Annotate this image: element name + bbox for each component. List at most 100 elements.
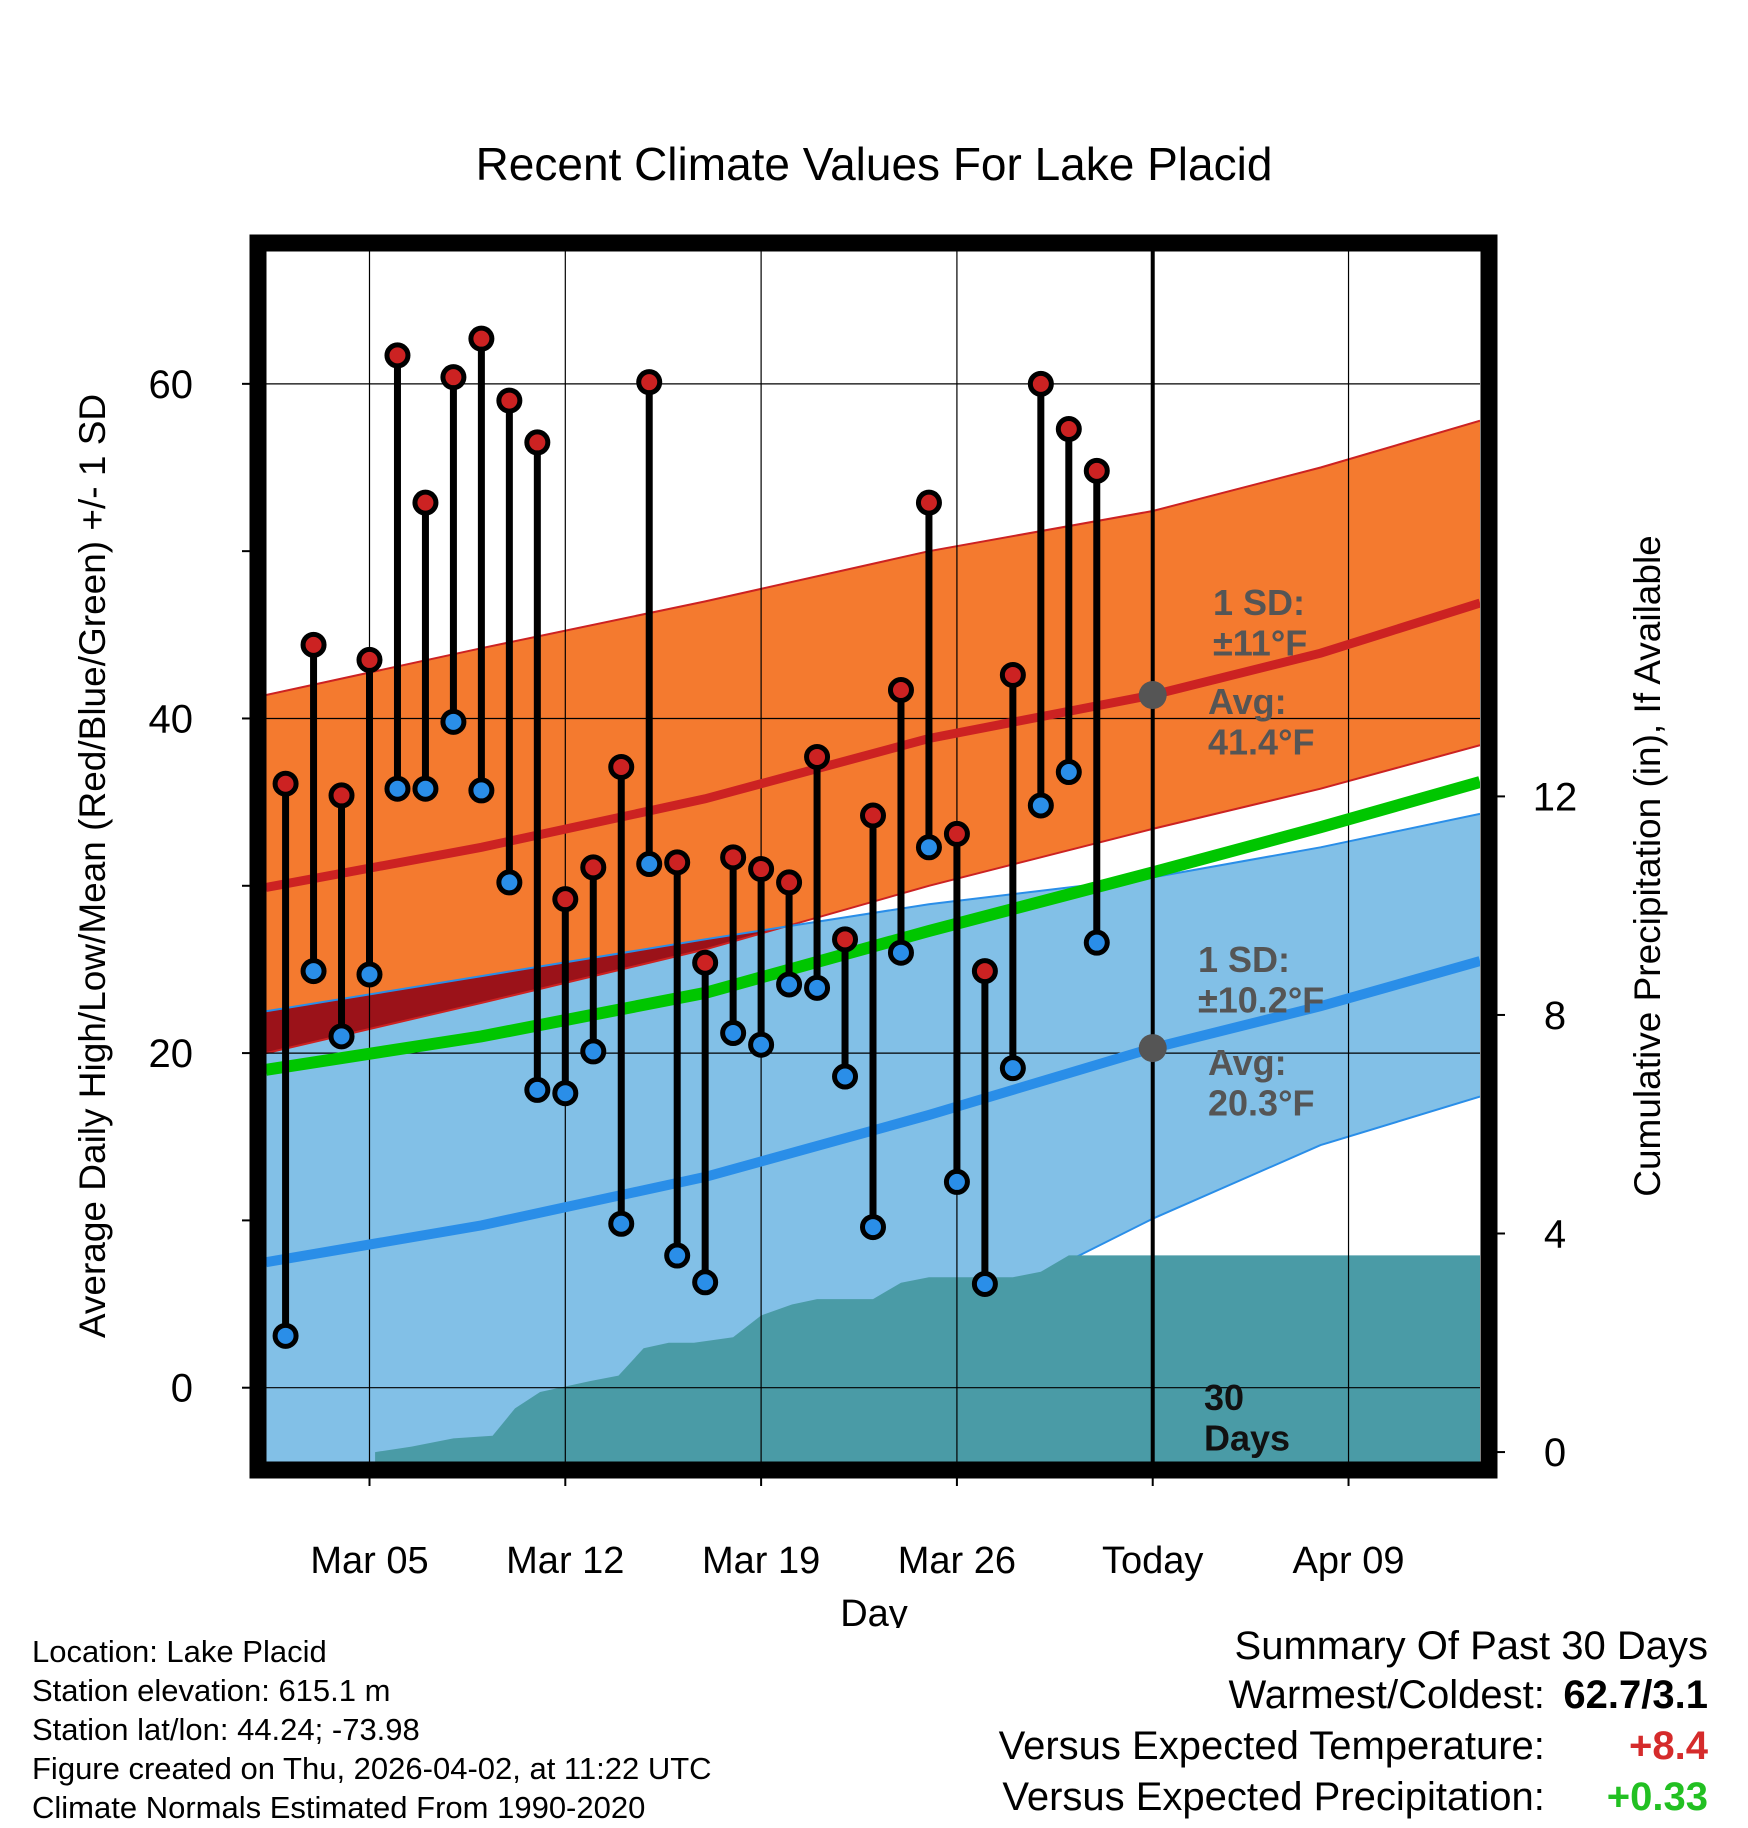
- daily-low-point: [356, 961, 383, 988]
- daily-high-point: [664, 849, 691, 876]
- location-text: Location: Lake Placid: [32, 1634, 327, 1669]
- x-tick-label: Apr 09: [1293, 1540, 1405, 1582]
- daily-high-point: [776, 869, 803, 896]
- precipitation-departure-value: +0.33: [1606, 1775, 1708, 1819]
- y-axis-label: Average Daily High/Low/Mean (Red/Blue/Gr…: [72, 394, 113, 1338]
- temperature-departure-value: +8.4: [1629, 1724, 1708, 1768]
- daily-low-point: [720, 1020, 747, 1047]
- precipitation-area: [375, 1255, 1480, 1463]
- warmest-coldest-value: 62.7/3.1: [1563, 1673, 1708, 1717]
- warmest-coldest-label: Warmest/Coldest:: [1228, 1673, 1545, 1717]
- daily-high-point: [860, 802, 886, 829]
- daily-low-point: [832, 1063, 859, 1090]
- daily-high-point: [1027, 370, 1054, 397]
- high-avg-annotation: Avg: 41.4°F: [1208, 681, 1314, 762]
- plot-frame: [249, 234, 1498, 1479]
- summary-heading: Summary Of Past 30 Days: [1234, 1624, 1708, 1668]
- daily-high-point: [552, 886, 579, 913]
- daily-high-point: [999, 661, 1026, 688]
- daily-low-point: [636, 851, 663, 878]
- daily-low-point: [1027, 792, 1054, 819]
- daily-high-point: [300, 631, 327, 658]
- daily-low-point: [300, 958, 327, 985]
- y-tick-label: 0: [171, 1367, 193, 1411]
- x-tick-label: Mar 19: [702, 1540, 820, 1582]
- daily-low-point: [692, 1269, 719, 1296]
- daily-high-point: [1055, 416, 1082, 443]
- daily-low-point: [999, 1055, 1026, 1082]
- warmest-coldest-row: Warmest/Coldest: 62.7/3.1: [999, 1670, 1709, 1721]
- y2-tick-label: 12: [1533, 775, 1578, 819]
- y-tick-label: 20: [149, 1032, 194, 1076]
- daily-low-point: [1083, 929, 1110, 956]
- daily-low-point: [776, 971, 803, 998]
- daily-low-point: [468, 777, 495, 804]
- daily-high-point: [748, 856, 775, 883]
- daily-low-point: [860, 1214, 886, 1241]
- daily-high-point: [1083, 457, 1110, 484]
- y-tick-label: 60: [149, 363, 194, 407]
- low-sd-annotation: 1 SD: ±10.2°F: [1198, 939, 1324, 1020]
- daily-low-point: [524, 1076, 551, 1103]
- station-info: Location: Lake Placid Station elevation:…: [32, 1632, 712, 1827]
- daily-high-point: [384, 342, 411, 369]
- daily-low-point: [1055, 759, 1082, 786]
- daily-low-point: [748, 1031, 775, 1058]
- daily-low-point: [804, 974, 831, 1001]
- period-label: 30 Days: [1204, 1377, 1290, 1458]
- daily-low-point: [943, 1168, 970, 1195]
- daily-high-point: [608, 753, 635, 780]
- daily-high-point: [412, 489, 439, 516]
- daily-low-point: [272, 1322, 299, 1349]
- latlon-text: Station lat/lon: 44.24; -73.98: [32, 1712, 420, 1747]
- x-axis-label: Day: [840, 1593, 908, 1628]
- avg-mean-line: [266, 776, 1480, 1076]
- daily-low-point: [971, 1270, 998, 1297]
- low-mean-line: [266, 956, 1480, 1268]
- today-high-avg-marker: [1138, 681, 1167, 710]
- daily-low-point: [496, 869, 523, 896]
- daily-low-point: [608, 1210, 635, 1237]
- daily-low-point: [552, 1080, 579, 1107]
- chart-title: Recent Climate Values For Lake Placid: [476, 138, 1273, 190]
- created-text: Figure created on Thu, 2026-04-02, at 11…: [32, 1751, 712, 1786]
- daily-high-point: [356, 646, 383, 673]
- precipitation-departure-label: Versus Expected Precipitation:: [1002, 1775, 1545, 1819]
- daily-high-point: [832, 926, 859, 953]
- x-tick-label: Today: [1102, 1540, 1203, 1582]
- daily-low-point: [580, 1038, 607, 1065]
- daily-low-point: [887, 939, 914, 966]
- daily-high-point: [580, 854, 607, 881]
- y2-tick-label: 4: [1544, 1213, 1566, 1257]
- elevation-text: Station elevation: 615.1 m: [32, 1673, 391, 1708]
- normals-text: Climate Normals Estimated From 1990-2020: [32, 1790, 646, 1825]
- daily-high-point: [440, 364, 467, 391]
- daily-high-point: [887, 677, 914, 704]
- summary-panel: Summary Of Past 30 Days Warmest/Coldest:…: [999, 1622, 1708, 1823]
- y2-axis-label: Cumulative Precipitation (in), If Availa…: [1627, 535, 1668, 1197]
- daily-low-point: [412, 775, 439, 802]
- high-sd-annotation: 1 SD: ±11°F: [1213, 582, 1307, 663]
- daily-high-point: [272, 770, 299, 797]
- daily-high-point: [720, 844, 747, 871]
- daily-high-point: [328, 782, 355, 809]
- daily-high-point: [692, 949, 719, 976]
- low-avg-annotation: Avg: 20.3°F: [1208, 1042, 1314, 1123]
- daily-high-point: [468, 325, 495, 352]
- y2-tick-label: 0: [1544, 1431, 1566, 1475]
- daily-high-point: [971, 958, 998, 985]
- daily-high-point: [496, 387, 523, 414]
- daily-low-point: [664, 1242, 691, 1269]
- x-tick-label: Mar 05: [310, 1540, 428, 1582]
- overlap-band: [266, 927, 782, 1054]
- daily-high-point: [636, 369, 663, 396]
- daily-low-point: [915, 834, 942, 861]
- today-low-avg-marker: [1138, 1034, 1167, 1063]
- y-tick-label: 40: [149, 697, 194, 741]
- daily-low-point: [384, 775, 411, 802]
- high-lower-edge: [266, 744, 1480, 1055]
- daily-high-point: [524, 429, 551, 456]
- temperature-departure-label: Versus Expected Temperature:: [998, 1724, 1545, 1768]
- x-tick-label: Mar 12: [506, 1540, 624, 1582]
- y2-tick-label: 8: [1544, 994, 1566, 1038]
